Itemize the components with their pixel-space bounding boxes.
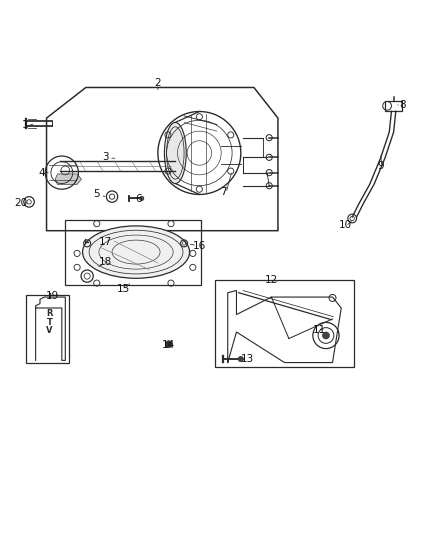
Polygon shape bbox=[55, 174, 81, 184]
Text: 10: 10 bbox=[339, 220, 352, 230]
Text: 14: 14 bbox=[162, 340, 175, 350]
Text: 11: 11 bbox=[313, 325, 326, 335]
Text: 16: 16 bbox=[193, 240, 206, 251]
Circle shape bbox=[238, 357, 244, 362]
Bar bbox=[385, 101, 403, 111]
Circle shape bbox=[165, 341, 172, 348]
Circle shape bbox=[322, 332, 329, 339]
Text: 5: 5 bbox=[93, 189, 100, 199]
Bar bbox=[65, 220, 201, 285]
Text: 12: 12 bbox=[265, 274, 278, 285]
Ellipse shape bbox=[164, 123, 186, 183]
Text: 7: 7 bbox=[220, 187, 227, 197]
Text: 17: 17 bbox=[99, 238, 112, 247]
Circle shape bbox=[140, 196, 144, 200]
Text: 19: 19 bbox=[46, 291, 59, 301]
Text: 1: 1 bbox=[21, 119, 28, 130]
Text: 8: 8 bbox=[399, 100, 406, 110]
Ellipse shape bbox=[82, 226, 190, 278]
Bar bbox=[26, 295, 69, 362]
Text: 6: 6 bbox=[135, 194, 141, 204]
Text: 15: 15 bbox=[117, 284, 130, 294]
Bar bbox=[215, 280, 354, 367]
Text: T: T bbox=[47, 318, 53, 327]
Text: 18: 18 bbox=[99, 257, 112, 267]
Text: 4: 4 bbox=[39, 168, 46, 177]
Text: 13: 13 bbox=[241, 354, 254, 364]
Text: V: V bbox=[46, 326, 53, 335]
Text: 3: 3 bbox=[102, 152, 109, 163]
Text: R: R bbox=[46, 309, 53, 318]
Text: 9: 9 bbox=[377, 161, 384, 171]
Text: 2: 2 bbox=[155, 78, 161, 88]
Text: 20: 20 bbox=[14, 198, 27, 208]
